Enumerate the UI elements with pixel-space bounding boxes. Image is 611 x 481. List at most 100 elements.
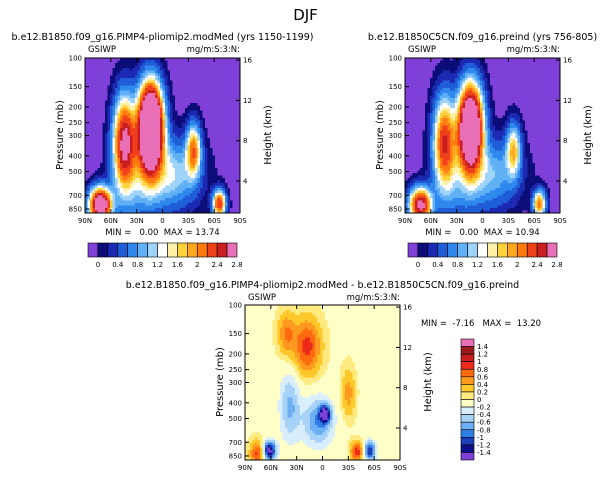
field-cell	[130, 148, 134, 152]
field-cell	[150, 175, 154, 179]
field-cell	[470, 85, 474, 89]
field-cell	[165, 175, 169, 179]
field-cell	[107, 135, 111, 139]
field-cell	[160, 140, 164, 144]
field-cell	[105, 195, 109, 199]
field-cell	[102, 95, 106, 99]
field-cell	[222, 60, 226, 64]
field-cell	[162, 178, 166, 182]
field-cell	[502, 75, 506, 79]
field-cell	[172, 110, 176, 114]
field-cell	[450, 88, 454, 92]
field-cell	[210, 188, 214, 192]
field-cell	[207, 60, 211, 64]
field-cell	[487, 60, 491, 64]
field-cell	[152, 200, 156, 204]
field-cell	[467, 68, 471, 72]
field-cell	[100, 133, 104, 137]
field-cell	[95, 115, 99, 119]
field-cell	[140, 195, 144, 199]
field-cell	[122, 155, 126, 159]
field-cell	[195, 203, 199, 207]
field-cell	[110, 73, 114, 77]
field-cell	[115, 95, 119, 99]
field-cell	[415, 88, 419, 92]
field-cell	[182, 93, 186, 97]
field-cell	[187, 85, 191, 89]
field-cell	[417, 100, 421, 104]
field-cell	[197, 75, 201, 79]
field-cell	[155, 180, 159, 184]
field-cell	[220, 75, 224, 79]
field-cell	[197, 140, 201, 144]
field-cell	[85, 95, 89, 99]
field-cell	[190, 130, 194, 134]
field-cell	[490, 95, 494, 99]
field-cell	[415, 95, 419, 99]
field-cell	[185, 65, 189, 69]
field-cell	[520, 80, 524, 84]
field-cell	[90, 85, 94, 89]
field-cell	[155, 193, 159, 197]
field-cell	[202, 205, 206, 209]
field-cell	[492, 68, 496, 72]
field-cell	[235, 173, 239, 177]
field-cell	[190, 210, 194, 213]
field-cell	[542, 70, 546, 74]
field-cell	[185, 148, 189, 152]
field-cell	[547, 90, 551, 94]
field-cell	[192, 75, 196, 79]
field-cell	[207, 63, 211, 67]
field-cell	[197, 120, 201, 124]
field-cell	[202, 133, 206, 137]
field-cell	[135, 178, 139, 182]
field-cell	[137, 173, 141, 177]
field-cell	[225, 168, 229, 172]
field-cell	[467, 85, 471, 89]
field-cell	[182, 150, 186, 154]
field-cell	[112, 143, 116, 147]
field-cell	[557, 83, 560, 87]
field-cell	[135, 185, 139, 189]
field-cell	[100, 78, 104, 82]
field-cell	[137, 145, 141, 149]
field-cell	[155, 208, 159, 212]
field-cell	[150, 75, 154, 79]
field-cell	[192, 103, 196, 107]
field-cell	[512, 80, 516, 84]
field-cell	[177, 165, 181, 169]
field-cell	[85, 120, 89, 124]
field-cell	[150, 178, 154, 182]
field-cell	[512, 85, 516, 89]
field-cell	[210, 173, 214, 177]
field-cell	[97, 133, 101, 137]
field-cell	[132, 190, 136, 194]
field-cell	[440, 75, 444, 79]
field-cell	[112, 113, 116, 117]
field-cell	[232, 158, 236, 162]
field-cell	[185, 140, 189, 144]
field-cell	[460, 83, 464, 87]
field-cell	[140, 63, 144, 67]
field-cell	[182, 155, 186, 159]
field-cell	[550, 58, 554, 62]
field-cell	[187, 195, 191, 199]
field-cell	[527, 68, 531, 72]
field-cell	[217, 185, 221, 189]
field-cell	[230, 185, 234, 189]
field-cell	[412, 58, 416, 62]
field-cell	[210, 168, 214, 172]
field-cell	[192, 73, 196, 77]
field-cell	[127, 143, 131, 147]
field-cell	[225, 185, 229, 189]
field-cell	[137, 205, 141, 209]
field-cell	[92, 128, 96, 132]
field-cell	[130, 95, 134, 99]
field-cell	[157, 90, 161, 94]
field-cell	[87, 193, 91, 197]
field-cell	[130, 90, 134, 94]
field-cell	[152, 163, 156, 167]
field-cell	[107, 60, 111, 64]
field-cell	[100, 198, 104, 202]
field-cell	[525, 98, 529, 102]
